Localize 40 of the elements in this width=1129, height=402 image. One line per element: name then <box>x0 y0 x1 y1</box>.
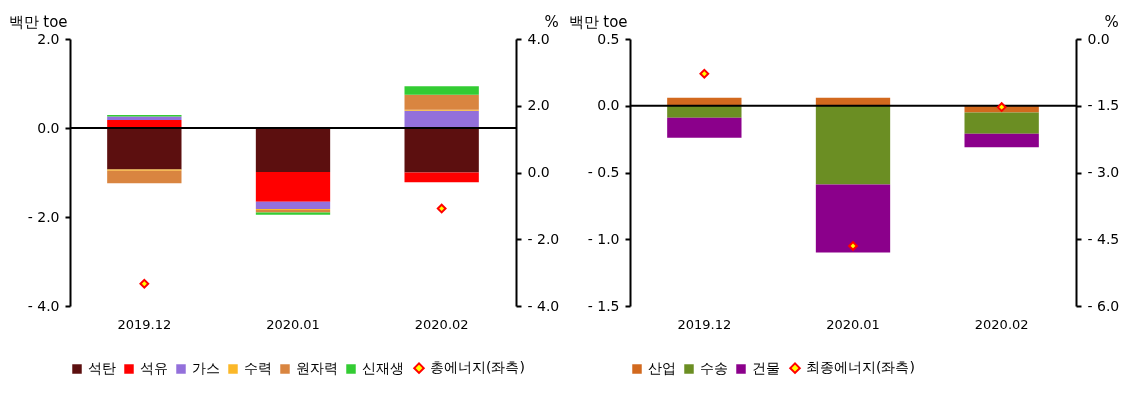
y2-tick-label: - 1.5 <box>1087 97 1120 114</box>
y2-tick-label: - 3.0 <box>1087 164 1120 180</box>
y-tick-label: 0.5 <box>597 30 620 47</box>
y-tick-label: - 2.0 <box>27 208 60 225</box>
y-axis-title: 백만 toe <box>568 12 628 31</box>
legend-label: 최종에너지(좌측) <box>806 359 915 376</box>
y2-tick-label: 0.0 <box>527 164 550 180</box>
y2-tick-label: - 6.0 <box>1087 297 1120 314</box>
x-tick-label: 2020.02 <box>414 316 469 332</box>
y2-tick-label: - 4.0 <box>527 297 560 314</box>
y2-tick-label: 2.0 <box>527 97 550 114</box>
legend-label: 원자력 <box>296 360 338 376</box>
y-tick-label: - 0.5 <box>587 164 620 180</box>
y-tick-label: 0.0 <box>37 119 60 136</box>
y2-tick-label: 0.0 <box>1087 30 1110 47</box>
y2-tick-label: - 4.5 <box>1087 230 1120 247</box>
legend-label: 석탄 <box>88 360 116 376</box>
x-tick-label: 2019.12 <box>117 316 172 332</box>
x-tick-label: 2020.01 <box>826 316 880 332</box>
y-tick-label: - 1.0 <box>587 230 620 247</box>
y-tick-label: 2.0 <box>37 30 60 47</box>
y2-tick-label: 4.0 <box>527 30 550 47</box>
legend-label: 건물 <box>752 360 780 376</box>
y-axis-title: 백만 toe <box>8 12 68 31</box>
y-tick-label: - 1.5 <box>587 297 620 314</box>
legend-label: 신재생 <box>362 360 404 376</box>
legend-label: 총에너지(좌측) <box>430 359 525 376</box>
legend-label: 석유 <box>140 360 168 376</box>
x-tick-label: 2019.12 <box>677 316 732 332</box>
y2-axis-title: % <box>1104 12 1119 31</box>
x-tick-label: 2020.01 <box>266 316 320 332</box>
y2-tick-label: - 2.0 <box>527 230 560 247</box>
legend-label: 수송 <box>700 360 728 376</box>
y2-axis-title: % <box>544 12 559 31</box>
x-tick-label: 2020.02 <box>974 316 1029 332</box>
legend-label: 산업 <box>648 360 676 376</box>
y-tick-label: - 4.0 <box>27 297 60 314</box>
y-tick-label: 0.0 <box>597 97 620 114</box>
legend-label: 수력 <box>244 360 272 376</box>
legend-label: 가스 <box>192 360 220 376</box>
